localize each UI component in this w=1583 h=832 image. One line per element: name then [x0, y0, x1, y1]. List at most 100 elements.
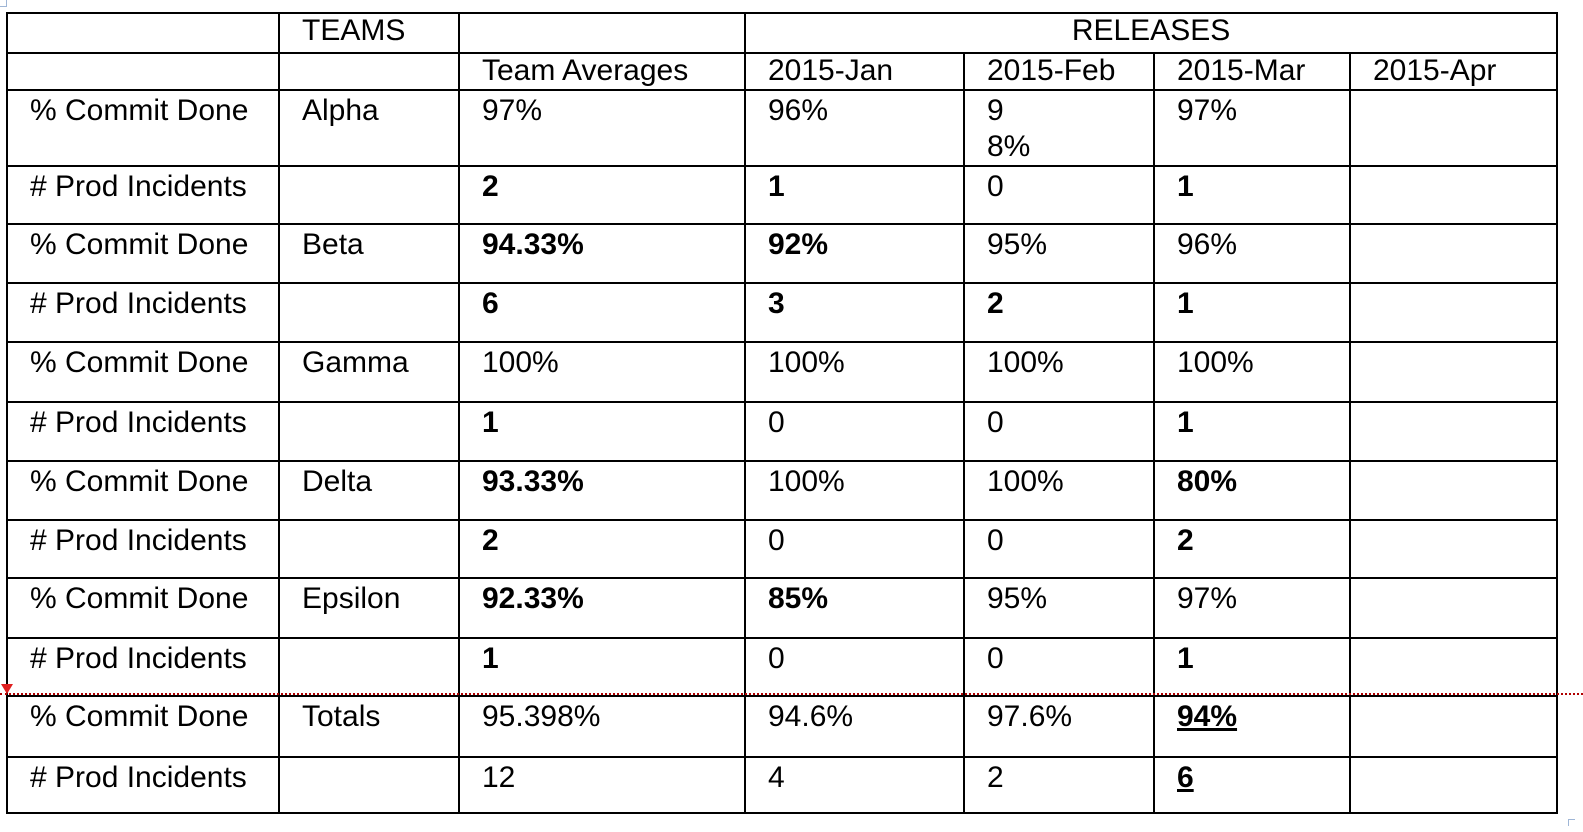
feb-cell: 2 [963, 756, 1155, 814]
feb-cell: 2 [963, 282, 1155, 343]
metric-cell: # Prod Incidents [6, 165, 280, 225]
team-cell [278, 637, 460, 697]
feb-cell: 95% [963, 223, 1155, 284]
metric-cell: % Commit Done [6, 341, 280, 403]
apr-cell [1348, 519, 1559, 579]
jan-cell: 4 [744, 756, 965, 814]
team-cell [278, 282, 460, 343]
table-row: # Prod Incidents 2 0 0 2 [6, 519, 1559, 579]
metrics-table: TEAMS RELEASES Team Averages 2015-Jan 20… [6, 12, 1559, 814]
header-row-columns: Team Averages 2015-Jan 2015-Feb 2015-Mar… [6, 52, 1559, 91]
header-row-group: TEAMS RELEASES [6, 12, 1559, 54]
column-header-2015-mar: 2015-Mar [1153, 52, 1351, 91]
team-cell: Totals [278, 695, 460, 758]
table-row: % Commit Done Beta 94.33% 92% 95% 96% [6, 223, 1559, 284]
mar-cell: 1 [1153, 165, 1351, 225]
average-cell: 12 [458, 756, 746, 814]
column-header-2015-apr: 2015-Apr [1348, 52, 1559, 91]
team-cell: Epsilon [278, 577, 460, 639]
metric-cell: % Commit Done [6, 89, 280, 167]
metric-cell: % Commit Done [6, 695, 280, 758]
feb-cell: 0 [963, 519, 1155, 579]
table-row: # Prod Incidents 6 3 2 1 [6, 282, 1559, 343]
team-cell: Alpha [278, 89, 460, 167]
page-corner-marker [1568, 819, 1575, 826]
apr-cell [1348, 756, 1559, 814]
team-cell: Beta [278, 223, 460, 284]
metric-cell: # Prod Incidents [6, 519, 280, 579]
apr-cell [1348, 282, 1559, 343]
metric-cell: # Prod Incidents [6, 401, 280, 462]
feb-cell: 100% [963, 460, 1155, 521]
jan-cell: 94.6% [744, 695, 965, 758]
feb-cell: 97.6% [963, 695, 1155, 758]
table-row: # Prod Incidents 1 0 0 1 [6, 401, 1559, 462]
average-cell: 97% [458, 89, 746, 167]
table-row-totals: # Prod Incidents 12 4 2 6 [6, 756, 1559, 814]
releases-header: RELEASES [743, 12, 1559, 54]
table-row: % Commit Done Alpha 97% 96% 98% 97% [6, 89, 1559, 167]
average-cell: 95.398% [458, 695, 746, 758]
column-header-2015-jan: 2015-Jan [744, 52, 965, 91]
table-row: % Commit Done Gamma 100% 100% 100% 100% [6, 341, 1559, 403]
jan-cell: 0 [744, 401, 965, 462]
mar-cell: 97% [1153, 577, 1351, 639]
average-cell: 94.33% [458, 223, 746, 284]
table-row: # Prod Incidents 1 0 0 1 [6, 637, 1559, 697]
average-cell: 93.33% [458, 460, 746, 521]
mar-cell: 1 [1153, 282, 1351, 343]
apr-cell [1348, 577, 1559, 639]
mar-cell: 97% [1153, 89, 1351, 167]
feb-cell: 0 [963, 637, 1155, 697]
table-row-totals: % Commit Done Totals 95.398% 94.6% 97.6%… [6, 695, 1559, 758]
apr-cell [1348, 223, 1559, 284]
header-blank-cell [458, 12, 746, 54]
tracked-change-marker-icon[interactable] [1, 684, 13, 694]
column-header-2015-feb: 2015-Feb [963, 52, 1155, 91]
jan-cell: 0 [744, 637, 965, 697]
team-cell: Delta [278, 460, 460, 521]
average-cell: 1 [458, 637, 746, 697]
feb-cell: 100% [963, 341, 1155, 403]
average-cell: 2 [458, 165, 746, 225]
table-row: % Commit Done Epsilon 92.33% 85% 95% 97% [6, 577, 1559, 639]
mar-cell: 80% [1153, 460, 1351, 521]
metric-cell: # Prod Incidents [6, 282, 280, 343]
feb-cell: 0 [963, 401, 1155, 462]
mar-cell: 100% [1153, 341, 1351, 403]
mar-cell: 94% [1153, 695, 1351, 758]
feb-cell: 0 [963, 165, 1155, 225]
team-cell [278, 165, 460, 225]
table-row: # Prod Incidents 2 1 0 1 [6, 165, 1559, 225]
apr-cell [1348, 89, 1559, 167]
apr-cell [1348, 460, 1559, 521]
average-cell: 92.33% [458, 577, 746, 639]
column-header-team-averages: Team Averages [458, 52, 746, 91]
jan-cell: 85% [744, 577, 965, 639]
team-cell [278, 401, 460, 462]
mar-cell: 6 [1153, 756, 1351, 814]
metric-cell: % Commit Done [6, 577, 280, 639]
jan-cell: 100% [744, 341, 965, 403]
team-cell [278, 519, 460, 579]
metric-cell: % Commit Done [6, 223, 280, 284]
apr-cell [1348, 165, 1559, 225]
apr-cell [1348, 341, 1559, 403]
metric-cell: % Commit Done [6, 460, 280, 521]
jan-cell: 92% [744, 223, 965, 284]
column-header-metric [6, 52, 280, 91]
feb-cell: 98% [963, 89, 1155, 167]
column-header-team [278, 52, 460, 91]
apr-cell [1348, 695, 1559, 758]
average-cell: 100% [458, 341, 746, 403]
jan-cell: 100% [744, 460, 965, 521]
apr-cell [1348, 401, 1559, 462]
average-cell: 2 [458, 519, 746, 579]
tracked-change-line [0, 693, 1583, 695]
mar-cell: 96% [1153, 223, 1351, 284]
mar-cell: 1 [1153, 401, 1351, 462]
jan-cell: 3 [744, 282, 965, 343]
page-corner-marker [0, 0, 7, 7]
jan-cell: 1 [744, 165, 965, 225]
metric-cell: # Prod Incidents [6, 637, 280, 697]
